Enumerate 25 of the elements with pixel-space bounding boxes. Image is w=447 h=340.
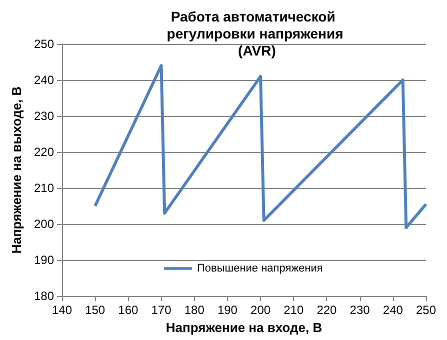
x-tick-label: 200 xyxy=(250,303,271,317)
y-tick-label: 220 xyxy=(34,145,54,159)
x-tick-label: 170 xyxy=(151,303,172,317)
y-tick-label: 200 xyxy=(34,217,54,231)
x-tick-label: 240 xyxy=(382,303,404,317)
x-tick-label: 150 xyxy=(85,303,106,317)
y-axis-title: Напряжение на выходе, В xyxy=(9,86,24,254)
x-tick-label: 160 xyxy=(118,303,139,317)
x-axis-title: Напряжение на входе, В xyxy=(166,320,322,335)
y-tick-label: 240 xyxy=(34,73,54,87)
y-tick-label: 190 xyxy=(34,253,54,267)
x-tick-label: 190 xyxy=(217,303,238,317)
legend-label: Повышение напряжения xyxy=(197,262,323,274)
x-tick-label: 250 xyxy=(416,303,436,317)
line-series xyxy=(94,64,428,230)
y-tick-label: 230 xyxy=(34,109,54,123)
y-tick-label: 250 xyxy=(34,37,54,51)
y-tick-label: 180 xyxy=(34,289,54,303)
chart-title: Работа автоматической регулировки напряжения (AVR) xyxy=(166,8,344,58)
x-tick-label: 230 xyxy=(350,303,370,317)
x-tick-label: 180 xyxy=(184,303,205,317)
y-tick-label: 210 xyxy=(34,181,54,195)
x-tick-label: 220 xyxy=(316,303,338,317)
x-tick-label: 140 xyxy=(52,303,72,317)
x-tick-label: 210 xyxy=(284,303,304,317)
